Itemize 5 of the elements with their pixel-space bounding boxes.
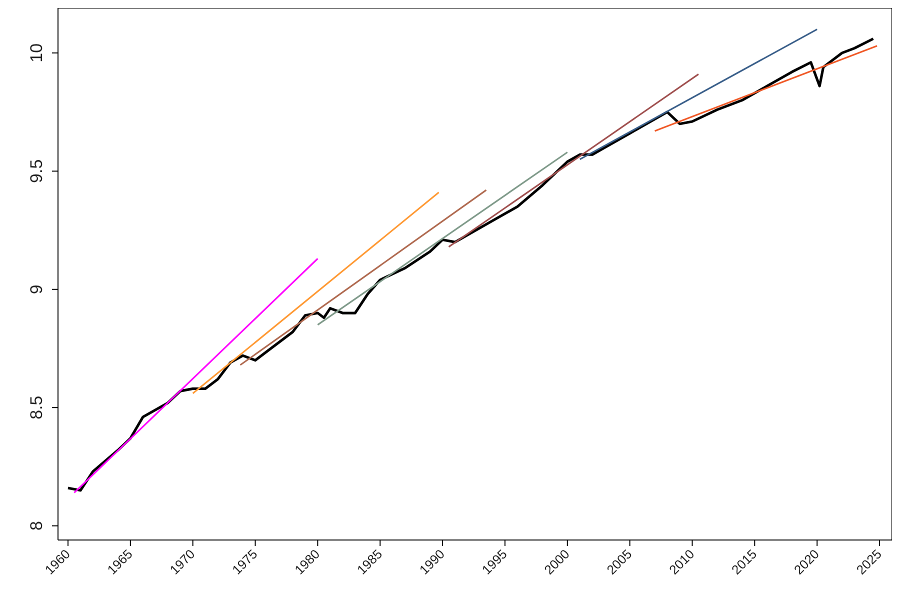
y-tick-label: 9 xyxy=(27,284,46,294)
y-tick-label: 8 xyxy=(27,521,46,531)
y-tick-label: 8.5 xyxy=(27,396,46,420)
y-tick-label: 10 xyxy=(27,43,46,62)
y-tick-label: 9.5 xyxy=(27,159,46,183)
